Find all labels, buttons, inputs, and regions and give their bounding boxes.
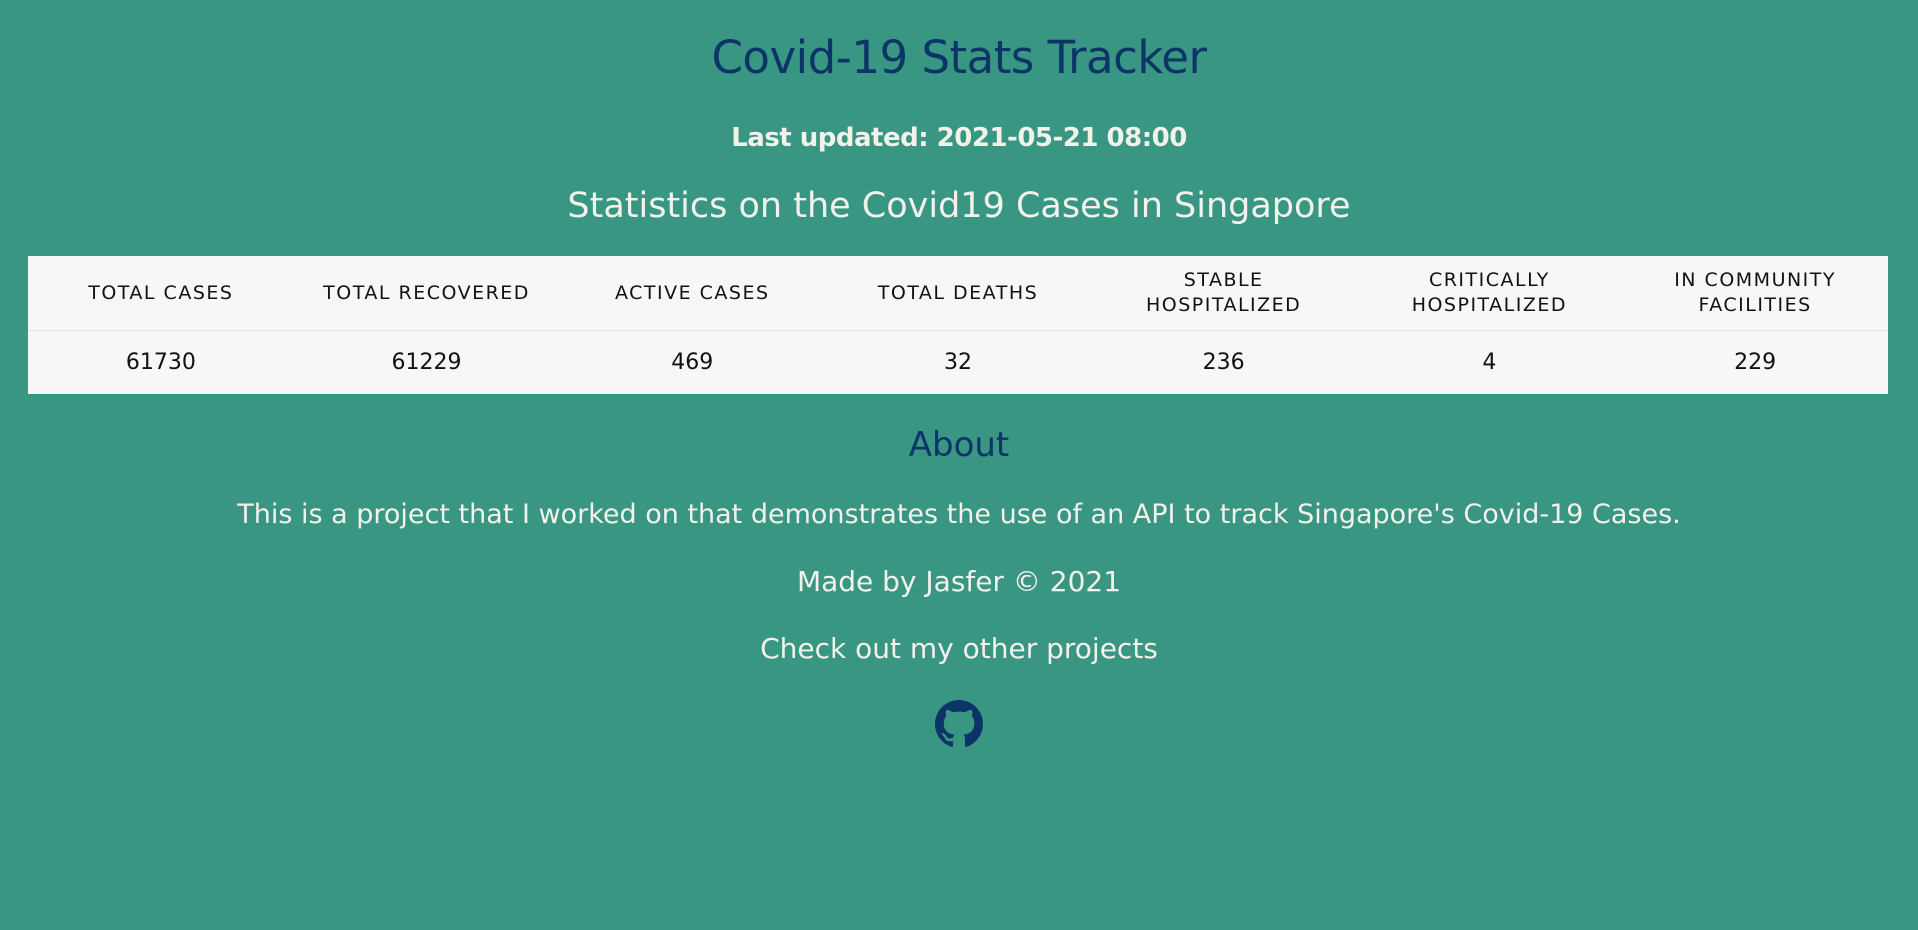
value-community-facilities: 229	[1734, 350, 1777, 375]
other-projects-text: Check out my other projects	[760, 632, 1158, 665]
page-title: Covid-19 Stats Tracker	[711, 31, 1207, 84]
stats-value-row: 61730 61229 469 32 236 4 229	[28, 331, 1888, 395]
stats-table: TOTAL CASES TOTAL RECOVERED ACTIVE CASES…	[28, 256, 1888, 394]
stats-subtitle: Statistics on the Covid19 Cases in Singa…	[567, 186, 1351, 226]
header-community-facilities: IN COMMUNITY FACILITIES	[1622, 256, 1888, 331]
value-active-cases: 469	[671, 350, 714, 375]
github-icon	[935, 700, 983, 747]
about-heading: About	[908, 425, 1010, 465]
header-total-cases: TOTAL CASES	[28, 256, 294, 331]
header-stable-hospitalized: STABLE HOSPITALIZED	[1090, 256, 1357, 331]
header-critically-hospitalized: CRITICALLY HOSPITALIZED	[1356, 256, 1623, 331]
stats-header-row: TOTAL CASES TOTAL RECOVERED ACTIVE CASES…	[28, 256, 1888, 331]
value-total-recovered: 61229	[391, 350, 462, 375]
header-total-deaths: TOTAL DEATHS	[825, 256, 1091, 331]
github-link[interactable]	[935, 700, 983, 748]
value-stable-hospitalized: 236	[1202, 350, 1245, 375]
header-total-recovered: TOTAL RECOVERED	[293, 256, 560, 331]
header-active-cases: ACTIVE CASES	[559, 256, 826, 331]
value-total-deaths: 32	[943, 350, 972, 375]
value-total-cases: 61730	[125, 350, 196, 375]
value-critically-hospitalized: 4	[1482, 350, 1497, 375]
about-text: This is a project that I worked on that …	[237, 499, 1681, 530]
credit-text: Made by Jasfer © 2021	[796, 565, 1122, 598]
last-updated-text: Last updated: 2021-05-21 08:00	[731, 123, 1187, 153]
